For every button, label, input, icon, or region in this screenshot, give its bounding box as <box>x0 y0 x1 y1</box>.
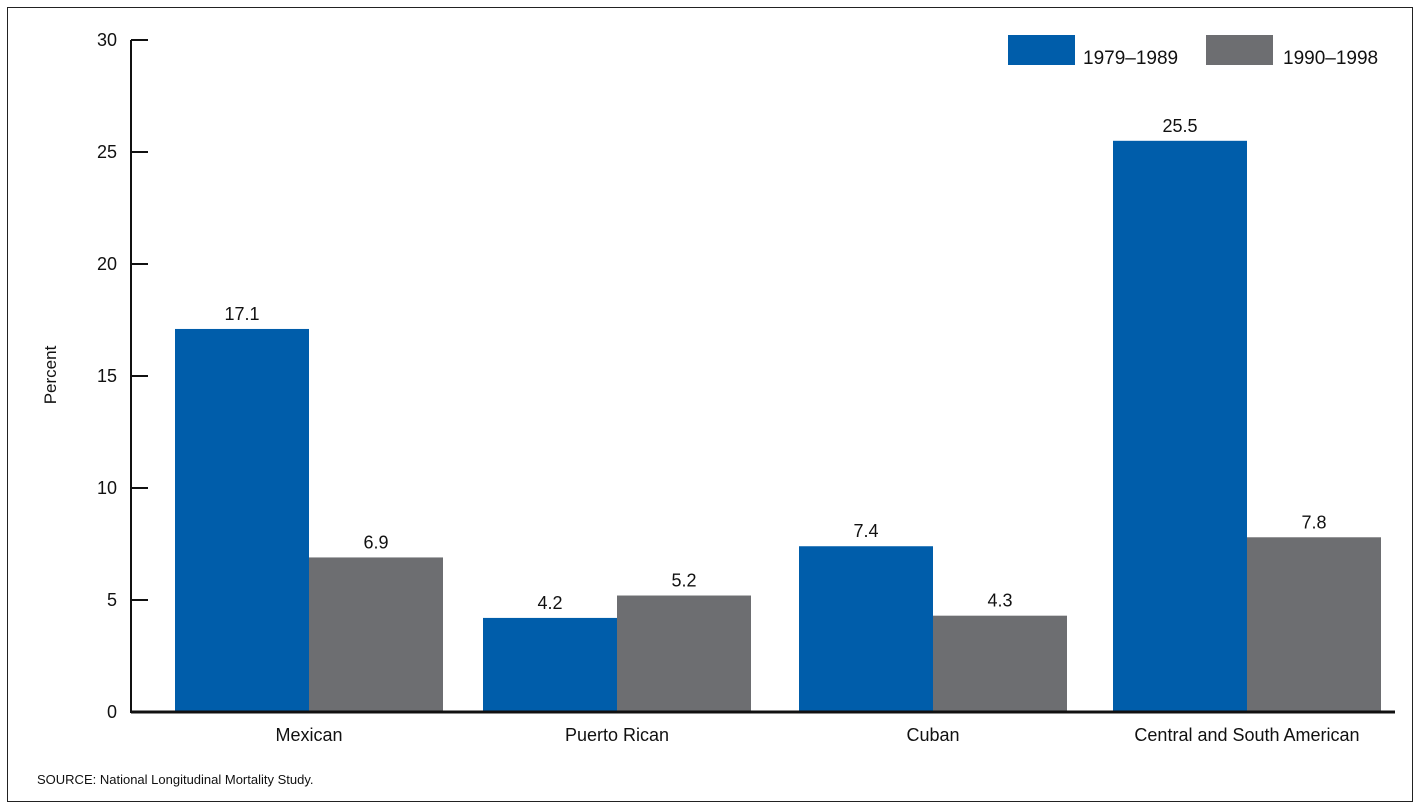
bar <box>617 595 751 712</box>
data-label: 5.2 <box>671 571 696 591</box>
y-tick-label: 20 <box>97 254 117 274</box>
legend-label: 1990–1998 <box>1283 48 1378 69</box>
bar <box>483 617 617 712</box>
y-axis: 0 5 10 15 20 25 30 <box>97 30 148 722</box>
y-tick-label: 10 <box>97 478 117 498</box>
bar <box>799 546 933 712</box>
y-tick-label: 30 <box>97 30 117 50</box>
data-label: 7.4 <box>853 521 878 541</box>
bar <box>1113 140 1247 713</box>
data-label: 6.9 <box>363 532 388 552</box>
data-label: 25.5 <box>1162 116 1197 136</box>
data-labels: 17.1 6.9 4.2 5.2 7.4 4.3 25.5 7.8 <box>224 116 1326 613</box>
y-tick-label: 0 <box>107 702 117 722</box>
x-category-label: Cuban <box>906 725 959 745</box>
bar <box>933 615 1067 712</box>
data-label: 4.3 <box>987 591 1012 611</box>
data-label: 17.1 <box>224 304 259 324</box>
bar <box>309 557 443 712</box>
legend-swatch <box>1206 35 1273 65</box>
bar <box>1247 537 1381 712</box>
legend: 1979–1989 1990–1998 <box>1008 35 1378 69</box>
legend-swatch <box>1008 35 1075 65</box>
bar <box>175 328 309 712</box>
data-label: 7.8 <box>1301 512 1326 532</box>
source-note: SOURCE: National Longitudinal Mortality … <box>37 772 314 787</box>
y-tick-label: 15 <box>97 366 117 386</box>
legend-label: 1979–1989 <box>1083 48 1178 69</box>
x-category-label: Mexican <box>275 725 342 745</box>
y-axis-title: Percent <box>41 345 60 404</box>
y-tick-label: 25 <box>97 142 117 162</box>
bars <box>175 140 1381 713</box>
y-tick-label: 5 <box>107 590 117 610</box>
x-category-label: Puerto Rican <box>565 725 669 745</box>
x-category-label: Central and South American <box>1134 725 1359 745</box>
x-axis: Mexican Puerto Rican Cuban Central and Sout… <box>131 710 1395 745</box>
data-label: 4.2 <box>537 593 562 613</box>
